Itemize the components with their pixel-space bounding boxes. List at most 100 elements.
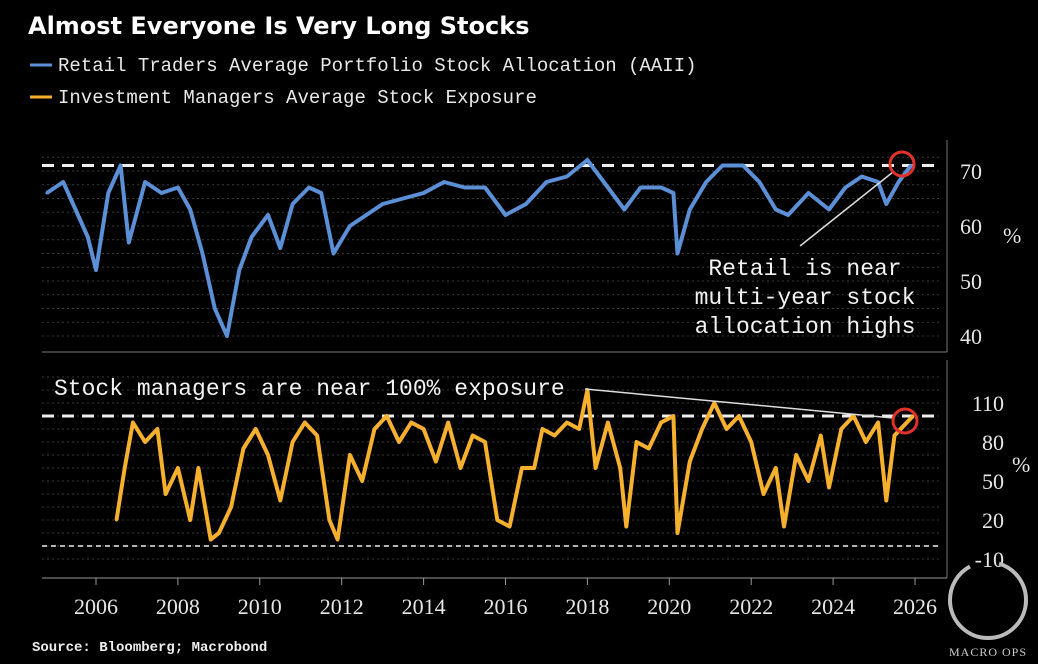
- manager-exposure-line-point: [565, 421, 569, 424]
- manager-exposure-line-point: [520, 466, 524, 470]
- retail-allocation-line-point: [348, 224, 352, 228]
- manager-exposure-line-point: [594, 466, 598, 470]
- retail-allocation-line-point: [741, 164, 745, 167]
- manager-exposure-line-point: [409, 421, 413, 424]
- retail-allocation-line-point: [675, 252, 679, 255]
- retail-allocation-line-point: [884, 202, 888, 206]
- manager-exposure-line-point: [807, 479, 811, 483]
- retail-allocation-line-point: [544, 180, 548, 184]
- retail-allocation-line-point: [639, 186, 643, 189]
- manager-exposure-line-point: [348, 453, 352, 457]
- manager-exposure-line-point: [618, 466, 622, 470]
- manager-exposure-line-point: [782, 525, 786, 528]
- retail-allocation-line-point: [860, 175, 864, 178]
- logo-text: MACRO OPS: [949, 645, 1027, 659]
- highlight-circle-managers: [891, 407, 919, 435]
- manager-exposure-line-point: [123, 466, 127, 470]
- manager-exposure-line-point: [839, 427, 843, 431]
- manager-exposure-line-point: [659, 421, 663, 424]
- manager-exposure-line-point: [688, 460, 692, 463]
- x-tick-label: 2022: [729, 594, 773, 619]
- manager-exposure-line-point: [164, 492, 168, 496]
- manager-exposure-line-point: [553, 434, 557, 437]
- manager-exposure-line-point: [671, 414, 675, 418]
- retail-allocation-line-point: [671, 191, 675, 195]
- retail-allocation-line-point: [524, 202, 528, 206]
- manager-exposure-line-point: [336, 538, 340, 541]
- legend-label-retail: Retail Traders Average Portfolio Stock A…: [58, 55, 697, 77]
- retail-allocation-line-point: [659, 186, 663, 189]
- manager-exposure-line-point: [675, 531, 679, 535]
- retail-allocation-line-point: [127, 241, 131, 244]
- manager-exposure-line-point: [700, 427, 704, 431]
- retail-allocation-line-point: [332, 252, 336, 255]
- manager-exposure-line-point: [254, 427, 258, 431]
- annotation-pointer-retail: [799, 171, 894, 247]
- y-tick-label-bottom: 80: [982, 430, 1004, 455]
- x-tick-label: 2006: [74, 594, 118, 619]
- manager-exposure-line-point: [471, 434, 475, 437]
- x-tick-label: 2014: [402, 594, 446, 619]
- manager-exposure-line-point: [852, 414, 856, 418]
- retail-allocation-line-point: [721, 164, 725, 167]
- retail-allocation-line-point: [74, 208, 78, 211]
- manager-exposure-line-point: [876, 421, 880, 424]
- x-tick-label: 2010: [238, 594, 282, 619]
- retail-allocation-line-point: [585, 158, 589, 162]
- retail-allocation-line-point: [622, 208, 626, 211]
- manager-exposure-line-point: [774, 466, 778, 470]
- manager-exposure-line-point: [143, 440, 147, 444]
- manager-exposure-line-point: [217, 531, 221, 535]
- manager-exposure-line-point: [131, 421, 135, 424]
- manager-exposure-line-point: [458, 466, 462, 470]
- retail-allocation-line-point: [401, 197, 405, 200]
- highlight-circle-retail: [888, 150, 916, 178]
- manager-exposure-line-point: [911, 414, 915, 418]
- retail-allocation-line-point: [381, 202, 385, 206]
- manager-exposure-line-point: [434, 460, 438, 463]
- retail-allocation-line-point: [364, 213, 368, 217]
- manager-exposure-line-point: [532, 466, 536, 470]
- annotation-retail-2: multi-year stock: [695, 285, 916, 311]
- retail-allocation-line-point: [307, 186, 311, 189]
- x-tick-label: 2026: [893, 594, 937, 619]
- manager-exposure-line-point: [229, 505, 233, 509]
- retail-allocation-line-point: [786, 213, 790, 217]
- retail-allocation-line-point: [176, 186, 180, 189]
- manager-exposure-line-point: [495, 518, 499, 522]
- retail-allocation-line-point: [45, 191, 49, 195]
- chart-title: Almost Everyone Is Very Long Stocks: [28, 12, 529, 40]
- x-tick-label: 2012: [320, 594, 364, 619]
- y-tick-label-top: 40: [960, 324, 982, 349]
- retail-allocation-line-point: [422, 191, 426, 195]
- manager-exposure-line-point: [360, 479, 364, 483]
- manager-exposure-line-point: [635, 440, 639, 444]
- series-lines: [45, 158, 915, 542]
- retail-allocation-line-point: [565, 175, 569, 178]
- y-tick-label-bottom: 50: [982, 469, 1004, 494]
- retail-allocation-line-point: [200, 252, 204, 255]
- retail-allocation-line-point: [106, 191, 110, 195]
- manager-exposure-line-point: [905, 421, 909, 424]
- retail-allocation-line-point: [225, 334, 229, 338]
- manager-exposure-line-point: [508, 525, 512, 528]
- manager-exposure-line-point: [196, 466, 200, 470]
- manager-exposure-line-point: [749, 440, 753, 444]
- manager-exposure-line: [114, 388, 915, 542]
- y-unit-bottom: %: [1012, 452, 1030, 477]
- manager-exposure-line-point: [819, 434, 823, 437]
- retail-allocation-line-point: [291, 202, 295, 206]
- manager-exposure-line-point: [712, 401, 716, 405]
- retail-allocation-line-point: [602, 180, 606, 184]
- retail-allocation-line-point: [843, 186, 847, 189]
- manager-exposure-line-point: [864, 440, 868, 444]
- retail-allocation-line-point: [319, 191, 323, 195]
- axes: 2006 2008 2010 2012 2014 2016 2018 2020 2022 2024…: [42, 140, 1004, 619]
- retail-allocation-line-point: [909, 164, 913, 167]
- manager-exposure-line-point: [209, 538, 213, 541]
- retail-allocation-line-point: [704, 180, 708, 184]
- manager-exposure-line-point: [114, 518, 118, 522]
- retail-allocation-line-point: [807, 191, 811, 195]
- y-tick-label-bottom: -10: [975, 547, 1004, 572]
